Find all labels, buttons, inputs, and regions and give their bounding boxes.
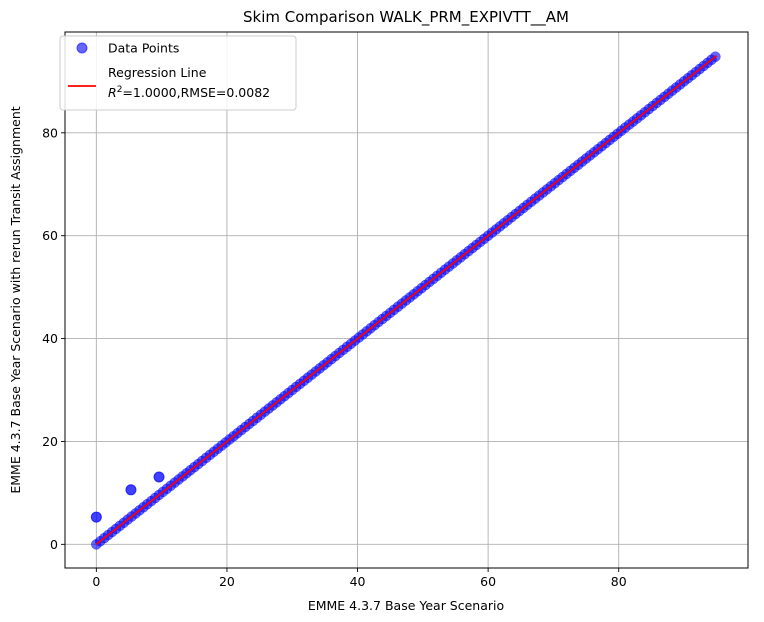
y-tick-label: 20 <box>42 434 58 449</box>
x-tick-label: 0 <box>92 574 100 589</box>
x-tick-label: 80 <box>611 574 627 589</box>
regression-line <box>95 54 718 546</box>
y-tick-label: 80 <box>42 125 58 140</box>
plot-data <box>90 51 721 550</box>
data-point-outlier <box>125 484 137 496</box>
y-tick-label: 0 <box>50 537 58 552</box>
y-tick-label: 60 <box>42 228 58 243</box>
data-point-outlier <box>153 471 165 483</box>
legend-marker-data-points <box>76 42 88 54</box>
legend-label-data-points: Data Points <box>108 41 179 56</box>
y-tick-label: 40 <box>42 331 58 346</box>
ticks: 0 20 40 60 80 0 20 40 60 80 <box>42 125 627 589</box>
axes <box>64 31 749 569</box>
legend-frame <box>59 35 297 111</box>
x-tick-label: 60 <box>480 574 496 589</box>
chart-title: Skim Comparison WALK_PRM_EXPIVTT__AM <box>243 8 569 27</box>
x-tick-label: 40 <box>350 574 366 589</box>
plot-frame <box>64 31 749 569</box>
x-axis-label: EMME 4.3.7 Base Year Scenario <box>308 598 504 613</box>
legend: Data Points Regression Line R2=1.0000,RM… <box>59 35 297 111</box>
y-axis-label: EMME 4.3.7 Base Year Scenario with rerun… <box>8 106 23 493</box>
legend-label-regression-line: Regression Line <box>108 65 207 80</box>
data-point-outlier <box>90 511 102 523</box>
x-tick-label: 20 <box>219 574 235 589</box>
legend-label-regression-stats: R2=1.0000,RMSE=0.0082 <box>108 85 270 100</box>
grid <box>65 32 748 568</box>
